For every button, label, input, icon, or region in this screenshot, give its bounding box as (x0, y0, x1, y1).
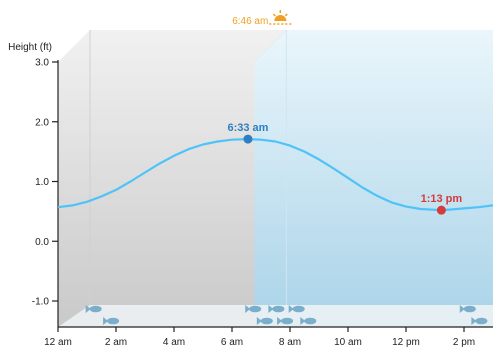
fish-body (281, 317, 294, 325)
sun-half (274, 15, 287, 21)
fish-body (260, 317, 273, 325)
high-tide-label: 6:33 am (227, 122, 268, 134)
axes: 3.0 2.0 1.0 0.0 -1.0 Height (ft) 12 am 2 am 4 am… (8, 42, 493, 348)
fish-tail (245, 305, 251, 313)
fish-body (475, 317, 488, 325)
fish-icon (245, 305, 262, 313)
tide-line (57, 138, 493, 212)
sunrise-icon (269, 10, 292, 25)
fish-body (304, 317, 317, 325)
fish-icon (277, 317, 294, 325)
fish-icon (471, 317, 488, 325)
day-top-edge (253, 29, 287, 63)
fish-tail (300, 317, 306, 325)
sun-ray (284, 13, 288, 17)
fish-body (249, 305, 262, 313)
sun-ray (272, 13, 276, 17)
floor-strip (58, 305, 493, 327)
fish-icon (288, 305, 305, 313)
fish-tail (471, 317, 477, 325)
low-tide-label: 1:13 pm (421, 193, 463, 205)
fish-tail (288, 305, 294, 313)
fish-body (107, 317, 120, 325)
y-tick-label: -1.0 (32, 297, 50, 308)
fish-body (272, 305, 285, 313)
x-tick-label: 2 am (105, 337, 127, 348)
y-tick-label: 3.0 (35, 58, 49, 69)
x-tick-label: 6 am (221, 337, 243, 348)
fish-tail (103, 317, 109, 325)
low-tide-marker (436, 205, 446, 215)
x-tick-label: 10 am (334, 337, 362, 348)
x-tick-label: 2 pm (453, 337, 475, 348)
fish-tail (459, 305, 465, 313)
high-tide-marker (243, 134, 253, 144)
background-regions (58, 29, 493, 327)
fish-icon (256, 317, 273, 325)
fish-icon (85, 305, 102, 313)
fish-body (89, 305, 102, 313)
x-tick-label: 12 pm (392, 337, 420, 348)
x-tick-label: 4 am (163, 337, 185, 348)
night-region (58, 30, 287, 327)
fish-activity-markers (85, 305, 488, 325)
tide-series (57, 138, 493, 212)
fish-tail (85, 305, 91, 313)
fish-body (292, 305, 305, 313)
x-tick-label: 8 am (279, 337, 301, 348)
fish-tail (256, 317, 262, 325)
fish-icon (268, 305, 285, 313)
x-tick-label: 12 am (44, 337, 72, 348)
y-axis-title: Height (ft) (8, 42, 52, 53)
fish-body (463, 305, 476, 313)
fish-icon (459, 305, 476, 313)
fish-tail (277, 317, 283, 325)
day-region (254, 30, 493, 327)
annotations: 6:33 am 1:13 pm 6:46 am (227, 10, 462, 215)
y-tick-label: 0.0 (35, 237, 49, 248)
fish-icon (300, 317, 317, 325)
y-tick-label: 2.0 (35, 117, 49, 128)
sunrise-label: 6:46 am (232, 16, 268, 27)
fish-tail (268, 305, 274, 313)
y-tick-label: 1.0 (35, 177, 49, 188)
fish-icon (103, 317, 120, 325)
